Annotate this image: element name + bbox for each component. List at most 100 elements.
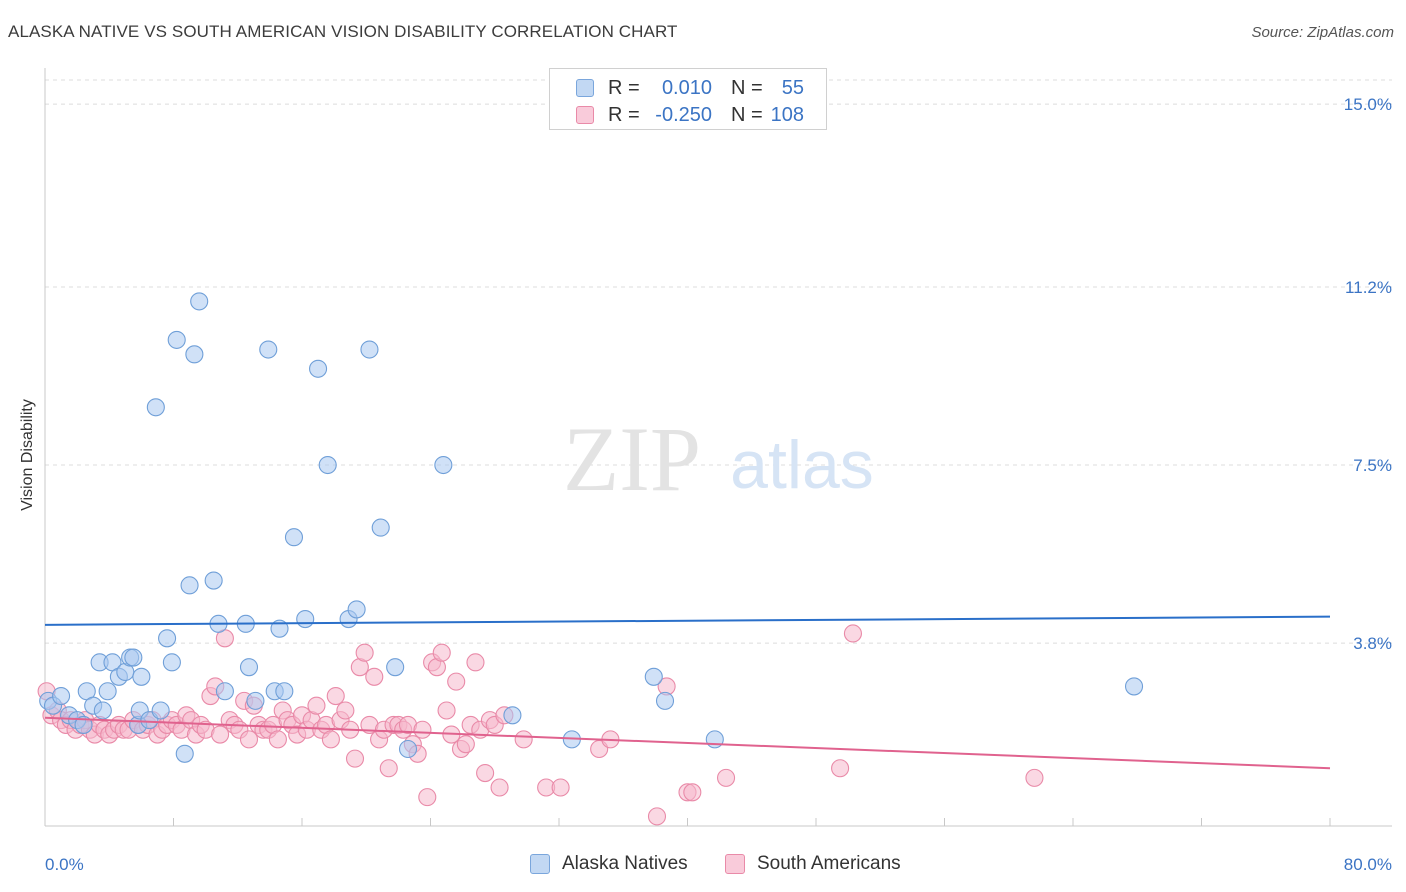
legend-n-label: N = (731, 104, 763, 126)
watermark-atlas: atlas (730, 427, 874, 503)
south-point (831, 759, 850, 778)
y-tick-label: 7.5% (1353, 456, 1392, 475)
x-tick-label: 80.0% (1344, 855, 1392, 874)
alaska-point (386, 658, 405, 677)
alaska-point (185, 345, 204, 364)
south-point (355, 643, 374, 662)
south-point (432, 643, 451, 662)
alaska-point (146, 398, 165, 417)
alaska-point (190, 292, 209, 311)
alaska-point (98, 682, 117, 701)
alaska-point (644, 667, 663, 686)
south-point (307, 696, 326, 715)
alaska-point (246, 691, 265, 710)
tick-label-layer: 3.8% 7.5% 11.2% 15.0% 0.0% 80.0% (45, 95, 1392, 874)
y-tick-label: 11.2% (1345, 278, 1392, 297)
south-point (551, 778, 570, 797)
south-point (336, 701, 355, 720)
legend-n-label: N = (731, 77, 763, 99)
alaska-point (167, 330, 186, 349)
south-point (716, 768, 736, 787)
bottom-swatch-south (725, 854, 745, 874)
bottom-label-south: South Americans (757, 853, 901, 874)
legend-r-label: R = (608, 77, 640, 99)
south-point (476, 764, 495, 783)
alaska-point (124, 648, 143, 667)
south-point (239, 730, 259, 749)
alaska-point (318, 455, 337, 475)
alaska-point (239, 658, 259, 677)
south-point (447, 672, 466, 691)
south-point (514, 730, 533, 749)
alaska-point (398, 739, 418, 759)
alaska-point (151, 701, 170, 720)
alaska-point (284, 528, 304, 547)
trend-layer (44, 615, 1331, 770)
alaska-point (180, 576, 199, 595)
alaska-point (275, 682, 294, 701)
alaska-point (1124, 677, 1144, 696)
legend-swatch-south (576, 106, 594, 124)
legend-swatch-alaska (576, 79, 594, 97)
axis-layer (44, 68, 1392, 827)
south-point (268, 730, 287, 749)
south-point (1025, 768, 1044, 787)
alaska-point (52, 687, 71, 706)
alaska-point (360, 340, 379, 359)
alaska-point (347, 600, 366, 619)
south-point (345, 749, 365, 768)
correlation-legend: R = 0.010 N = 55 R = -0.250 N = 108 (549, 68, 827, 130)
legend-r-label: R = (608, 104, 640, 126)
x-tick-label: 0.0% (45, 855, 84, 874)
alaska-point (74, 715, 93, 734)
south-point (211, 725, 230, 744)
legend-r-value: 0.010 (661, 77, 712, 99)
alaska-point (371, 518, 390, 537)
chart-title: ALASKA NATIVE VS SOUTH AMERICAN VISION D… (8, 22, 678, 41)
alaska-point (93, 701, 112, 720)
grid-layer (45, 79, 1392, 644)
alaska-point (204, 571, 223, 590)
y-tick-label: 15.0% (1344, 95, 1392, 114)
points-layer (37, 292, 1144, 826)
south-point (647, 807, 667, 826)
alaska-point (296, 609, 315, 629)
legend-n-value: 108 (770, 104, 804, 126)
legend-n-value: 55 (781, 77, 804, 99)
alaska-point (259, 340, 278, 359)
south-point (365, 667, 384, 686)
alaska-point (132, 667, 151, 686)
legend-row-alaska: R = 0.010 N = 55 (550, 75, 826, 101)
south-point (326, 687, 345, 706)
alaska-point (655, 691, 675, 710)
bottom-swatch-alaska (530, 854, 550, 874)
south-point (321, 730, 340, 749)
alaska-trend-line (44, 615, 1331, 626)
south-point (843, 624, 862, 643)
south-point (437, 701, 456, 720)
south-point (413, 720, 432, 739)
south-point (490, 778, 509, 797)
south-trend-line (44, 716, 1331, 770)
south-point (683, 783, 702, 802)
alaska-point (175, 744, 194, 763)
south-point (456, 735, 475, 754)
alaska-point (309, 359, 328, 378)
alaska-point (270, 619, 289, 638)
watermark-zip: ZIP (563, 408, 701, 510)
south-point (379, 759, 398, 778)
legend-row-south: R = -0.250 N = 108 (550, 102, 826, 128)
alaska-point (434, 455, 453, 475)
bottom-label-alaska: Alaska Natives (562, 853, 688, 874)
alaska-point (503, 706, 522, 725)
legend-r-value: -0.250 (655, 104, 712, 126)
alaska-point (162, 653, 181, 672)
y-tick-label: 3.8% (1353, 634, 1392, 653)
south-point (466, 653, 485, 672)
alaska-point (158, 629, 177, 648)
source-label: Source: ZipAtlas.com (1251, 24, 1394, 41)
alaska-point (705, 730, 724, 749)
alaska-point (215, 682, 234, 701)
south-point (418, 788, 437, 807)
